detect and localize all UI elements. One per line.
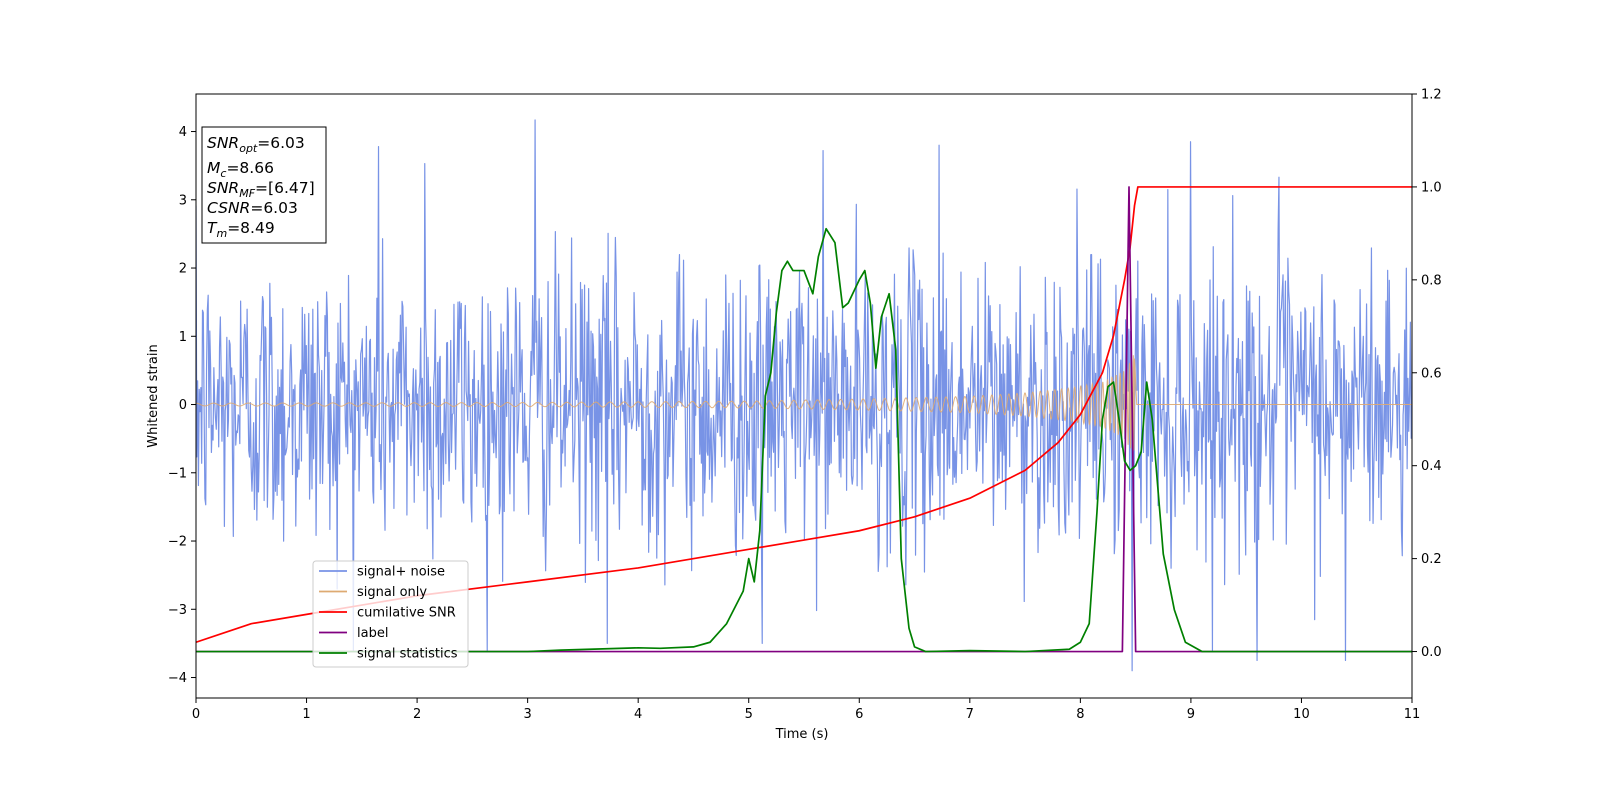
info-tm: Tm=8.49 [207,219,275,240]
y2-tick-label: 1.0 [1421,180,1442,195]
y2-axis-ticks: 0.0 0.2 0.4 0.6 0.8 1.0 1.2 [1412,88,1442,660]
plot-frame [195,93,1413,699]
x-tick-label: 2 [413,707,421,722]
legend-frame [312,560,469,668]
signal-only-series [196,355,1412,451]
y2-tick-label: 0.6 [1421,366,1442,381]
series-line-signal-statistics [196,227,1412,653]
series-line-signal-noise [196,119,1412,672]
x-tick-label: 7 [966,707,974,722]
y-tick-label: 1 [179,330,187,345]
y-tick-label: 0 [179,398,187,413]
x-tick-label: 1 [302,707,310,722]
series-line-signal-only [196,355,1412,451]
x-tick-label: 8 [1076,707,1084,722]
y2-tick-label: 0.4 [1421,459,1442,474]
x-tick-label: 9 [1187,707,1195,722]
y-tick-label: −4 [168,671,187,686]
y2-tick-label: 0.8 [1421,273,1442,288]
y2-tick-label: 0.0 [1421,645,1442,660]
x-tick-label: 6 [855,707,863,722]
info-mc: Mc=8.66 [207,159,274,180]
x-tick-label: 5 [745,707,753,722]
info-snr-opt: SNRopt=6.03 [207,134,305,155]
x-axis-ticks: 0 1 2 3 4 5 6 7 8 9 10 11 [192,698,1420,722]
y-tick-label: −3 [168,603,187,618]
signal-noise-series [196,119,1412,672]
legend-label-signal-only: signal only [357,585,427,600]
x-tick-label: 3 [523,707,531,722]
info-csnr: CSNR=6.03 [207,199,298,217]
y-tick-label: 3 [179,193,187,208]
legend: signal+ noise signal only cumilative SNR la… [312,560,469,668]
x-tick-label: 11 [1404,707,1421,722]
y-axis-ticks: −4 −3 −2 −1 0 1 2 3 4 [168,125,196,686]
x-axis-label: Time (s) [775,727,829,742]
legend-label-cumilative-snr: cumilative SNR [357,606,456,621]
y2-tick-label: 0.2 [1421,552,1442,567]
info-box-frame [201,126,327,244]
y-tick-label: 2 [179,262,187,277]
y-tick-label: −2 [168,535,187,550]
y-tick-label: −1 [168,466,187,481]
x-tick-label: 0 [192,707,200,722]
y2-tick-label: 1.2 [1421,88,1442,103]
y-axis-label: Whitened strain [146,344,161,447]
info-box: SNRopt=6.03 Mc=8.66 SNRMF=[6.47] CSNR=6.… [201,126,327,244]
legend-label-signal-noise: signal+ noise [357,565,445,580]
legend-label-label: label [357,626,388,641]
x-tick-label: 4 [634,707,642,722]
y-tick-label: 4 [179,125,187,140]
x-tick-label: 10 [1293,707,1310,722]
info-snr-mf: SNRMF=[6.47] [207,179,315,200]
legend-label-signal-statistics: signal statistics [357,647,458,662]
